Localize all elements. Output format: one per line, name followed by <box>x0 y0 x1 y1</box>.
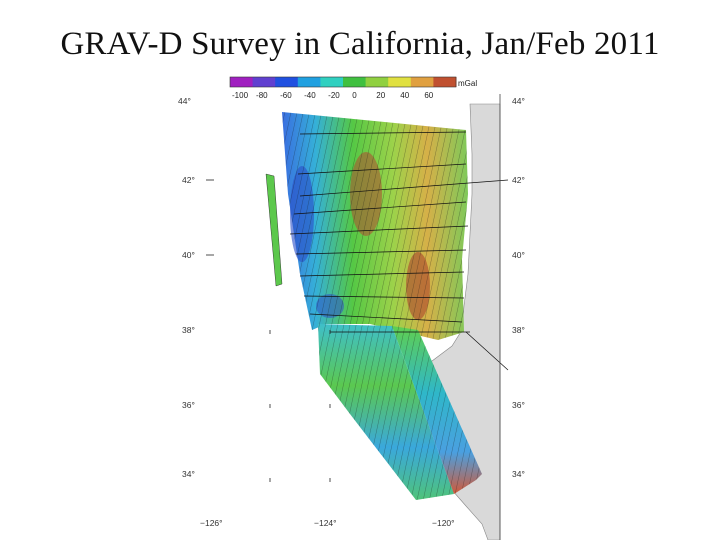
colorbar-swatch <box>230 77 254 87</box>
lat-label-right: 40° <box>512 250 525 260</box>
lat-label-right: 38° <box>512 325 525 335</box>
colorbar-swatch <box>410 77 434 87</box>
colorbar-tick-label: 0 <box>352 91 357 100</box>
lat-label-right: 34° <box>512 469 525 479</box>
colorbar-swatch <box>320 77 344 87</box>
colorbar-tick-label: 60 <box>424 91 433 100</box>
lat-label-left: 44° <box>178 96 191 106</box>
colorbar-swatch <box>275 77 299 87</box>
lat-label-left: 38° <box>182 325 195 335</box>
colorbar-tick-label: 40 <box>400 91 409 100</box>
southern-strip-west-lines <box>318 324 454 500</box>
colorbar-swatch <box>297 77 321 87</box>
colorbar-swatch <box>388 77 412 87</box>
lat-label-left: 40° <box>182 250 195 260</box>
colorbar-swatch <box>252 77 276 87</box>
colorbar-tick-label: -100 <box>232 91 249 100</box>
lat-label-left: 36° <box>182 400 195 410</box>
slide-title: GRAV-D Survey in California, Jan/Feb 201… <box>60 26 660 62</box>
colorbar-unit-label: mGal <box>458 79 477 88</box>
colorbar-swatch <box>343 77 367 87</box>
lon-label: −126° <box>200 518 223 528</box>
colorbar-tick-label: -80 <box>256 91 268 100</box>
western-flight-strip <box>265 173 283 287</box>
transit-lines <box>289 131 509 371</box>
colorbar-tick-label: -20 <box>328 91 340 100</box>
colorbar-tick-label: 20 <box>376 91 385 100</box>
survey-map: -100 -80 -60 -40 -20 0 20 40 60 mGal <box>170 74 550 540</box>
colorbar-swatch <box>365 77 389 87</box>
colorbar: -100 -80 -60 -40 -20 0 20 40 60 <box>229 76 457 100</box>
graticule-ticks <box>206 179 331 482</box>
lat-label-right: 44° <box>512 96 525 106</box>
lat-label-left: 42° <box>182 175 195 185</box>
lon-label: −120° <box>432 518 455 528</box>
lon-label: −124° <box>314 518 337 528</box>
survey-data-block-lines <box>282 112 468 340</box>
lat-label-right: 42° <box>512 175 525 185</box>
colorbar-swatch <box>433 77 457 87</box>
colorbar-tick-label: -60 <box>280 91 292 100</box>
colorbar-frame <box>229 76 457 88</box>
lat-label-right: 36° <box>512 400 525 410</box>
colorbar-tick-label: -40 <box>304 91 316 100</box>
southern-strip-east-lines <box>392 326 482 494</box>
map-canvas: -100 -80 -60 -40 -20 0 20 40 60 mGal <box>178 76 525 540</box>
lat-label-left: 34° <box>182 469 195 479</box>
